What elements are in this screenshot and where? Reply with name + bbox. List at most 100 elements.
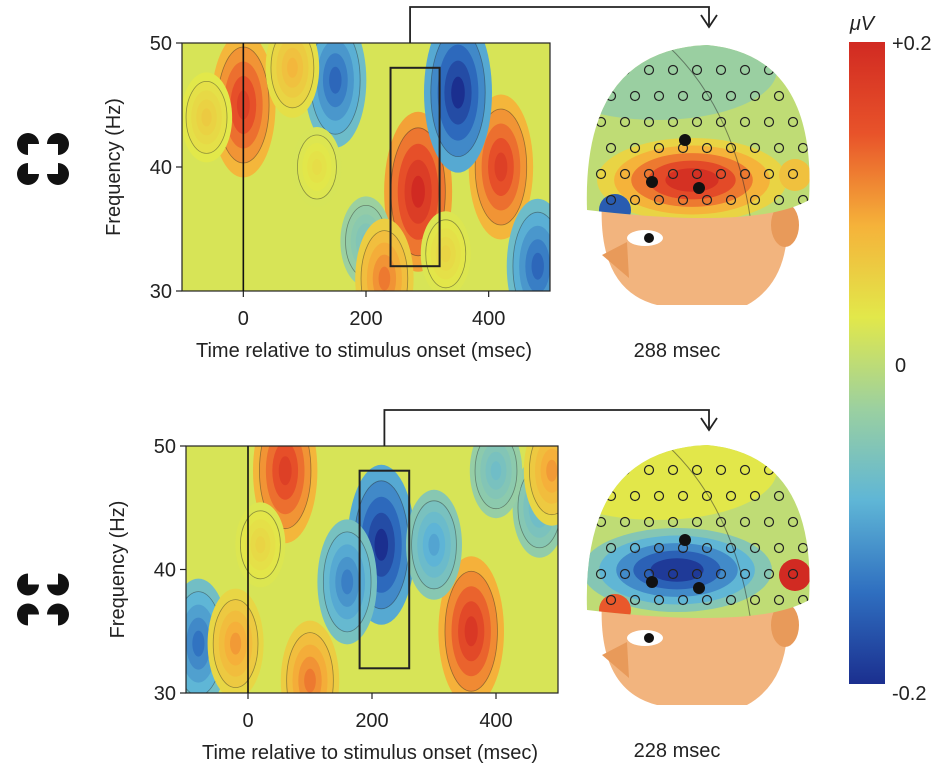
electrode-selected [679,134,691,146]
pacman-inducer [47,133,69,155]
pacman-inducer [47,603,69,626]
electrode-selected [693,582,705,594]
pacman-inducer [17,163,39,185]
x-tick-label: 0 [238,308,249,330]
electrode [595,64,607,76]
electrode [667,168,679,180]
heatmap-blob [464,616,478,647]
electrode-selected [693,182,705,194]
heatmap-blobs [182,43,550,291]
electrode [739,568,751,580]
electrode [605,194,617,206]
electrode [643,116,655,128]
electrode [619,168,631,180]
chart-panel-1: 0 200 400 30 40 50 Time relative to stimulus o… [17,6,810,362]
scalp-hotspot [650,558,704,582]
electrode [773,142,785,154]
x-tick-label: 0 [242,710,253,732]
electrode [691,464,703,476]
electrode [653,542,665,554]
electrode [701,194,713,206]
electrode [595,568,607,580]
heatmap-blob [312,159,322,175]
heatmap-blob [278,456,292,486]
scalp-hotspot [665,168,719,192]
electrode [653,142,665,154]
electrode [749,90,761,102]
colorbar-max-label: +0.2 [892,33,931,55]
heatmap-blob [440,245,451,263]
y-axis-label: Frequency (Hz) [103,98,125,236]
heatmap-blob [230,632,242,655]
electrode [763,168,775,180]
link-arrow [409,6,710,43]
ear [771,603,799,647]
electrode [797,490,809,502]
scalp-side-spot [779,159,810,191]
pacman-inducer [47,163,69,185]
scalp-topography [586,445,810,705]
stimulus-icon [17,133,69,185]
y-tick-label: 50 [154,436,176,458]
heatmap-blob [201,108,212,127]
electrode [619,464,631,476]
y-tick-label: 30 [150,281,172,303]
electrode [725,90,737,102]
heatmap-blob [428,533,440,556]
x-axis-label: Time relative to stimulus onset (msec) [196,340,532,362]
electrode [667,568,679,580]
electrode [691,568,703,580]
analysis-window-box [389,66,441,268]
electrode [701,594,713,606]
electrode [739,464,751,476]
scalp-topography [586,45,810,305]
electrode [701,490,713,502]
electrode [763,568,775,580]
electrode [643,464,655,476]
electrode [787,168,799,180]
electrode [725,490,737,502]
topography-time-label: 228 msec [634,740,721,762]
pacman-inducer [17,573,39,596]
electrode [629,142,641,154]
heatmap-blob [411,175,425,208]
electrode [715,516,727,528]
electrode [773,90,785,102]
electrode [605,542,617,554]
electrode [605,142,617,154]
electrode [763,116,775,128]
electrode [787,464,799,476]
stimulus-icon [17,573,69,626]
electrode [691,116,703,128]
heatmap-blob [374,528,389,561]
arrow-head [700,14,718,29]
electrode [677,490,689,502]
heatmap-blob [378,266,391,291]
electrode [787,516,799,528]
x-tick-label: 400 [472,308,505,330]
electrode [715,464,727,476]
electrode [701,142,713,154]
electrode [787,116,799,128]
scalp-map [586,45,810,218]
scalp-side-spot [779,559,810,591]
scalp-map [586,445,810,618]
electrode [739,516,751,528]
electrode-selected [679,534,691,546]
electrode-selected [646,576,658,588]
electrode [691,516,703,528]
colorbar-mid-label: 0 [895,355,906,377]
electrode [701,542,713,554]
electrode [677,594,689,606]
electrode [797,142,809,154]
electrode [773,194,785,206]
electrode [749,490,761,502]
x-tick-label: 200 [349,308,382,330]
electrode [619,64,631,76]
colorbar-gradient [849,42,885,684]
y-tick-label: 40 [154,560,176,582]
analysis-window-box [358,469,411,670]
heatmap-blob [341,569,354,595]
electrode [739,64,751,76]
